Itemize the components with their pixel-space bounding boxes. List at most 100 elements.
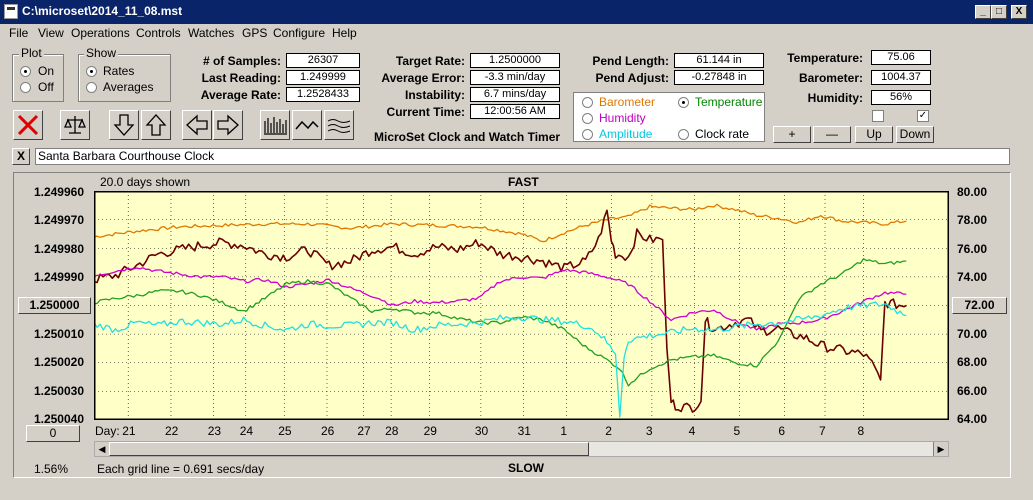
- maximize-button[interactable]: □: [991, 5, 1007, 19]
- title-bar: C:\microset\2014_11_08.mst _ □ X: [0, 0, 1033, 24]
- y-left-tick: 1.250030: [33, 384, 84, 398]
- scroll-right-arrow[interactable]: ▶: [933, 442, 948, 456]
- scroll-thumb[interactable]: [109, 442, 589, 456]
- humidity-radio[interactable]: [582, 113, 593, 124]
- x-tick-label: 27: [357, 424, 371, 438]
- arrow-right-icon: [217, 114, 239, 136]
- show-rates-radio[interactable]: [86, 66, 97, 77]
- center-value-button[interactable]: 1.250000: [18, 297, 91, 314]
- plot-group: [12, 54, 64, 102]
- barometer-radio[interactable]: [582, 97, 593, 108]
- show-group: [78, 54, 171, 102]
- average-error-label: Average Error:: [381, 71, 465, 85]
- target-rate-label: Target Rate:: [395, 54, 465, 68]
- humidity-label: Humidity:: [807, 91, 863, 105]
- percent-label: 1.56%: [34, 462, 69, 476]
- barometer-field: 1004.37: [871, 70, 931, 85]
- plot-off-radio[interactable]: [20, 82, 31, 93]
- x-tick-label: 23: [207, 424, 222, 438]
- scale-down-button[interactable]: Down: [896, 126, 934, 143]
- app-icon: [4, 4, 18, 19]
- right-value-button[interactable]: 72.00: [952, 297, 1007, 314]
- plot-on-label: On: [38, 64, 55, 78]
- arrow-right-button[interactable]: [213, 110, 243, 140]
- minimize-button[interactable]: _: [975, 5, 991, 19]
- average-rate-field: 1.2528433: [286, 87, 360, 102]
- plot-group-title: Plot: [19, 46, 44, 60]
- plot-off-label: Off: [38, 80, 54, 94]
- clock-rate-radio[interactable]: [678, 129, 689, 140]
- series-line: [94, 301, 907, 418]
- sensor-select-panel: [573, 92, 765, 142]
- menu-file[interactable]: File: [9, 26, 29, 40]
- pend-length-label: Pend Length:: [592, 54, 669, 68]
- barometer-radio-label: Barometer: [599, 95, 656, 109]
- average-rate-label: Average Rate:: [200, 88, 281, 102]
- clock-name-field[interactable]: Santa Barbara Courthouse Clock: [35, 148, 1010, 165]
- left-value-button[interactable]: 0: [26, 425, 80, 442]
- x-axis-label: Day:: [95, 424, 120, 438]
- arrow-left-button[interactable]: [182, 110, 212, 140]
- clear-name-button[interactable]: X: [12, 148, 30, 165]
- menu-configure[interactable]: Configure: [273, 26, 326, 40]
- wave-chart-button[interactable]: [292, 110, 322, 140]
- current-time-label: Current Time:: [386, 105, 465, 119]
- arrow-down-icon: [113, 114, 135, 136]
- arrow-down-button[interactable]: [109, 110, 139, 140]
- arrow-up-button[interactable]: [141, 110, 171, 140]
- close-button[interactable]: X: [1011, 5, 1027, 19]
- scale-minus-button[interactable]: —: [813, 126, 851, 143]
- amplitude-radio[interactable]: [582, 129, 593, 140]
- x-tick-label: 2: [605, 424, 612, 438]
- balance-button[interactable]: [60, 110, 90, 140]
- scale-up-button[interactable]: Up: [855, 126, 893, 143]
- plot-frame: [94, 191, 949, 420]
- arrow-left-icon: [186, 114, 208, 136]
- menu-controls[interactable]: Controls: [136, 26, 181, 40]
- y-right-tick: 70.00: [957, 327, 988, 341]
- menu-view[interactable]: View: [38, 26, 64, 40]
- series-line: [94, 267, 907, 331]
- bars-chart-icon: [264, 117, 287, 135]
- x-tick-label: 25: [278, 424, 292, 438]
- target-rate-field[interactable]: 1.2500000: [470, 53, 560, 68]
- x-tick-label: 4: [688, 424, 696, 438]
- x-tick-label: 5: [733, 424, 741, 438]
- menu-help[interactable]: Help: [332, 26, 357, 40]
- smooth-chart-button[interactable]: [324, 110, 354, 140]
- y-right-tick: 80.00: [957, 185, 988, 199]
- y-right-tick: 66.00: [957, 384, 988, 398]
- series-line: [94, 258, 907, 387]
- scale-plus-button[interactable]: +: [773, 126, 811, 143]
- arrow-up-icon: [145, 114, 167, 136]
- x-tick-label: 30: [474, 424, 489, 438]
- chart-title: FAST: [508, 175, 539, 189]
- temperature-field: 75.06: [871, 50, 931, 65]
- sensor-checkbox-2[interactable]: ✓: [917, 110, 929, 122]
- scroll-left-arrow[interactable]: ◀: [95, 442, 110, 456]
- y-right-tick: 78.00: [957, 213, 988, 227]
- pend-length-field[interactable]: 61.144 in: [674, 53, 764, 68]
- bars-chart-button[interactable]: [260, 110, 290, 140]
- instability-field: 6.7 mins/day: [470, 87, 560, 102]
- menu-watches[interactable]: Watches: [188, 26, 235, 40]
- delete-button[interactable]: [13, 110, 43, 140]
- sensor-checkbox-1[interactable]: [872, 110, 884, 122]
- chart-bottom-title: SLOW: [508, 461, 544, 475]
- menu-gps[interactable]: GPS: [242, 26, 268, 40]
- days-shown-label: 20.0 days shown: [100, 175, 191, 189]
- last-reading-label: Last Reading:: [201, 71, 281, 85]
- x-tick-label: 21: [122, 424, 136, 438]
- x-tick-label: 8: [857, 424, 865, 438]
- menu-operations[interactable]: Operations: [71, 26, 130, 40]
- show-averages-radio[interactable]: [86, 82, 97, 93]
- last-reading-field: 1.249999: [286, 70, 360, 85]
- horizontal-scrollbar[interactable]: ◀ ▶: [94, 441, 949, 457]
- plot-on-radio[interactable]: [20, 66, 31, 77]
- y-right-tick: 64.00: [957, 412, 988, 426]
- instability-label: Instability:: [404, 88, 465, 102]
- humidity-field: 56%: [871, 90, 931, 105]
- clock-rate-radio-label: Clock rate: [695, 127, 750, 141]
- x-tick-label: 22: [164, 424, 179, 438]
- temperature-radio[interactable]: [678, 97, 689, 108]
